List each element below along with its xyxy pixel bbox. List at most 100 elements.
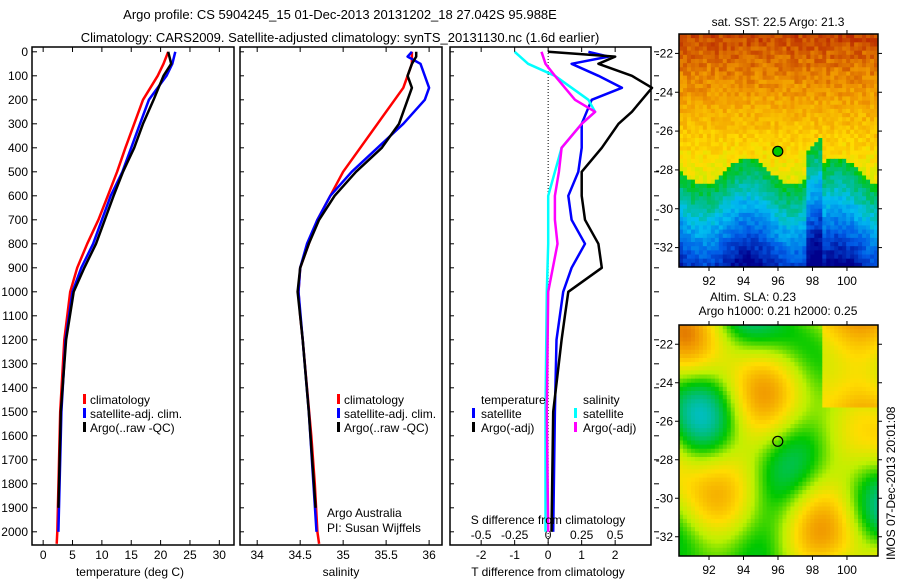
heatmap-cell xyxy=(798,358,802,363)
heatmap-cell xyxy=(842,370,846,375)
heatmap-cell xyxy=(846,469,850,474)
heatmap-cell xyxy=(818,121,822,126)
heatmap-cell xyxy=(759,255,763,260)
legend-label: climatology xyxy=(90,393,150,407)
heatmap-cell xyxy=(767,350,771,355)
heatmap-cell xyxy=(806,478,810,483)
heatmap-cell xyxy=(735,337,739,342)
heatmap-cell xyxy=(794,329,798,334)
heatmap-cell xyxy=(775,449,779,454)
heatmap-cell xyxy=(802,469,806,474)
heatmap-cell xyxy=(822,180,826,185)
heatmap-cell xyxy=(806,441,810,446)
heatmap-cell xyxy=(858,432,862,437)
heatmap-cell xyxy=(854,408,858,413)
heatmap-cell xyxy=(834,246,838,251)
heatmap-cell xyxy=(695,403,699,408)
heatmap-cell xyxy=(699,80,703,85)
heatmap-cell xyxy=(735,167,739,172)
heatmap-cell xyxy=(743,238,747,243)
heatmap-cell xyxy=(775,84,779,89)
heatmap-cell xyxy=(731,205,735,210)
heatmap-cell xyxy=(814,366,818,371)
heatmap-cell xyxy=(759,184,763,189)
heatmap-cell xyxy=(751,196,755,201)
heatmap-cell xyxy=(858,445,862,450)
heatmap-cell xyxy=(858,55,862,60)
heatmap-cell xyxy=(838,101,842,106)
heatmap-cell xyxy=(842,138,846,143)
heatmap-cell xyxy=(830,167,834,172)
heatmap-cell xyxy=(814,196,818,201)
heatmap-cell xyxy=(763,163,767,168)
heatmap-cell xyxy=(862,84,866,89)
heatmap-cell xyxy=(786,167,790,172)
heatmap-cell xyxy=(779,80,783,85)
heatmap-cell xyxy=(731,259,735,264)
heatmap-cell xyxy=(739,113,743,118)
heatmap-cell xyxy=(838,441,842,446)
heatmap-cell xyxy=(715,84,719,89)
heatmap-cell xyxy=(691,412,695,417)
heatmap-cell xyxy=(743,180,747,185)
heatmap-cell xyxy=(826,76,830,81)
heatmap-cell xyxy=(735,329,739,334)
legend-swatch-argo xyxy=(337,422,340,432)
heatmap-cell xyxy=(755,238,759,243)
heatmap-cell xyxy=(798,121,802,126)
heatmap-cell xyxy=(779,420,783,425)
heatmap-cell xyxy=(759,342,763,347)
heatmap-cell xyxy=(699,337,703,342)
heatmap-cell xyxy=(842,432,846,437)
heatmap-cell xyxy=(814,412,818,417)
heatmap-cell xyxy=(830,225,834,230)
heatmap-cell xyxy=(858,159,862,164)
heatmap-cell xyxy=(759,441,763,446)
heatmap-cell xyxy=(798,259,802,264)
heatmap-cell xyxy=(711,200,715,205)
heatmap-cell xyxy=(683,55,687,60)
heatmap-cell xyxy=(794,469,798,474)
heatmap-cell xyxy=(779,167,783,172)
heatmap-cell xyxy=(814,474,818,479)
heatmap-cell xyxy=(763,383,767,388)
heatmap-cell xyxy=(830,482,834,487)
heatmap-cell xyxy=(715,370,719,375)
heatmap-cell xyxy=(779,259,783,264)
heatmap-cell xyxy=(703,51,707,56)
heatmap-cell xyxy=(818,209,822,214)
heatmap-cell xyxy=(711,113,715,118)
heatmap-cell xyxy=(818,59,822,64)
heatmap-cell xyxy=(794,412,798,417)
heatmap-cell xyxy=(822,420,826,425)
heatmap-cell xyxy=(862,167,866,172)
heatmap-cell xyxy=(751,461,755,466)
heatmap-cell xyxy=(715,432,719,437)
heatmap-cell xyxy=(794,105,798,110)
heatmap-cell xyxy=(735,350,739,355)
heatmap-cell xyxy=(790,230,794,235)
heatmap-cell xyxy=(850,441,854,446)
heatmap-cell xyxy=(782,134,786,139)
heatmap-cell xyxy=(846,428,850,433)
heatmap-cell xyxy=(854,333,858,338)
heatmap-cell xyxy=(771,478,775,483)
heatmap-cell xyxy=(715,403,719,408)
heatmap-cell xyxy=(719,151,723,156)
depth-tick-label: 900 xyxy=(8,261,28,275)
heatmap-cell xyxy=(834,346,838,351)
heatmap-cell xyxy=(755,234,759,239)
heatmap-cell xyxy=(842,379,846,384)
heatmap-cell xyxy=(775,63,779,68)
heatmap-cell xyxy=(798,461,802,466)
heatmap-cell xyxy=(735,412,739,417)
heatmap-cell xyxy=(695,146,699,151)
heatmap-cell xyxy=(870,387,874,392)
heatmap-cell xyxy=(846,209,850,214)
heatmap-cell xyxy=(731,436,735,441)
heatmap-cell xyxy=(731,63,735,68)
heatmap-cell xyxy=(854,200,858,205)
heatmap-cell xyxy=(683,196,687,201)
heatmap-cell xyxy=(735,453,739,458)
heatmap-cell xyxy=(771,416,775,421)
